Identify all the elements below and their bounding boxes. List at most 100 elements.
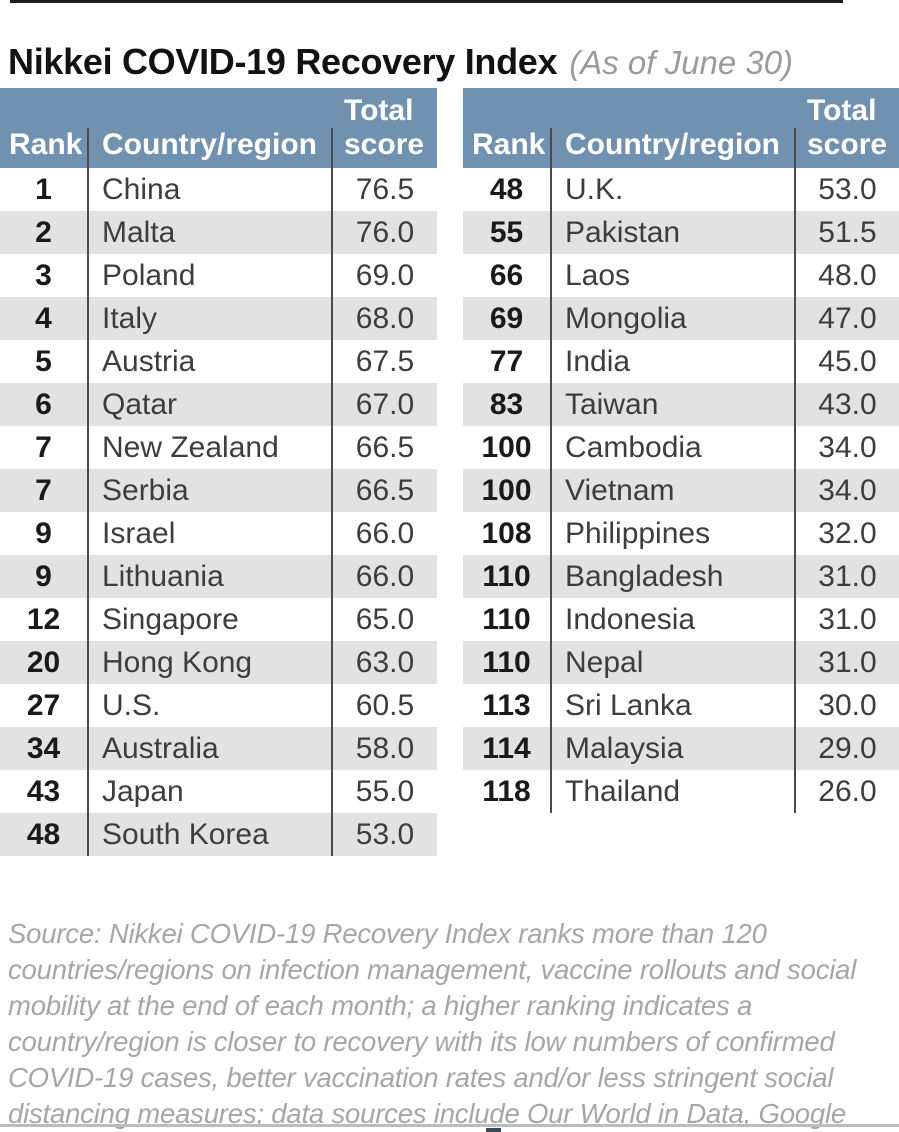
table-row: 69 Mongolia 47.0 bbox=[463, 297, 899, 340]
header-total-score: Total score bbox=[344, 94, 425, 161]
country-cell: Singapore bbox=[87, 598, 333, 641]
table-row: 7 Serbia 66.5 bbox=[0, 469, 437, 512]
score-cell: 43.0 bbox=[818, 387, 877, 421]
score-cell: 67.0 bbox=[355, 387, 415, 421]
table-row: 113 Sri Lanka 30.0 bbox=[463, 684, 899, 727]
rank-cell: 110 bbox=[482, 559, 531, 593]
table-row: 110 Indonesia 31.0 bbox=[463, 598, 899, 641]
country-cell: Israel bbox=[87, 512, 333, 555]
country-cell: Sri Lanka bbox=[550, 684, 796, 727]
table-row: 110 Bangladesh 31.0 bbox=[463, 555, 899, 598]
score-cell: 31.0 bbox=[818, 645, 877, 679]
score-cell: 66.5 bbox=[355, 473, 415, 507]
score-cell: 31.0 bbox=[818, 602, 877, 636]
country-cell: Bangladesh bbox=[550, 555, 796, 598]
rank-cell: 108 bbox=[481, 516, 532, 550]
score-cell: 29.0 bbox=[818, 731, 877, 765]
rank-cell: 110 bbox=[482, 645, 531, 679]
rank-cell: 7 bbox=[35, 430, 52, 464]
page-title-text: Nikkei COVID-19 Recovery Index bbox=[8, 41, 558, 83]
rank-cell: 66 bbox=[489, 258, 524, 292]
table-row: 9 Lithuania 66.0 bbox=[0, 555, 437, 598]
country-cell: Vietnam bbox=[550, 469, 796, 512]
rank-cell: 114 bbox=[482, 731, 531, 765]
score-cell: 67.5 bbox=[355, 344, 415, 378]
country-cell: Malta bbox=[87, 211, 333, 254]
rank-cell: 1 bbox=[35, 172, 52, 206]
table-row: 66 Laos 48.0 bbox=[463, 254, 899, 297]
rank-cell: 100 bbox=[481, 473, 532, 507]
rank-cell: 2 bbox=[35, 215, 52, 249]
table-row: 3 Poland 69.0 bbox=[0, 254, 437, 297]
country-cell: Lithuania bbox=[87, 555, 333, 598]
country-cell: Cambodia bbox=[550, 426, 796, 469]
score-cell: 68.0 bbox=[355, 301, 415, 335]
rank-cell: 100 bbox=[481, 430, 532, 464]
table-row: 114 Malaysia 29.0 bbox=[463, 727, 899, 770]
rank-cell: 5 bbox=[35, 344, 52, 378]
table-row: 4 Italy 68.0 bbox=[0, 297, 437, 340]
country-cell: Serbia bbox=[87, 469, 333, 512]
score-cell: 65.0 bbox=[355, 602, 415, 636]
cropped-logo-mark bbox=[486, 1128, 501, 1132]
table-row: 2 Malta 76.0 bbox=[0, 211, 437, 254]
table-row: 77 India 45.0 bbox=[463, 340, 899, 383]
score-cell: 55.0 bbox=[355, 774, 415, 808]
country-cell: U.S. bbox=[87, 684, 333, 727]
country-cell: Philippines bbox=[550, 512, 796, 555]
rank-cell: 9 bbox=[35, 516, 52, 550]
country-cell: China bbox=[87, 168, 333, 211]
rank-cell: 6 bbox=[35, 387, 52, 421]
rank-cell: 27 bbox=[26, 688, 61, 722]
country-cell: Japan bbox=[87, 770, 333, 813]
country-cell: Nepal bbox=[550, 641, 796, 684]
table-row: 100 Vietnam 34.0 bbox=[463, 469, 899, 512]
table-row: 27 U.S. 60.5 bbox=[0, 684, 437, 727]
country-cell: India bbox=[550, 340, 796, 383]
ranking-table-left: Rank Country/region Total score 1 China … bbox=[0, 88, 437, 856]
table-row: 43 Japan 55.0 bbox=[0, 770, 437, 813]
score-cell: 76.5 bbox=[355, 172, 415, 206]
country-cell: Qatar bbox=[87, 383, 333, 426]
score-cell: 30.0 bbox=[818, 688, 877, 722]
rank-cell: 110 bbox=[482, 602, 531, 636]
score-cell: 60.5 bbox=[355, 688, 415, 722]
header-rank: Rank bbox=[9, 128, 83, 161]
table-row: 48 South Korea 53.0 bbox=[0, 813, 437, 856]
header-rank: Rank bbox=[472, 128, 546, 161]
rank-cell: 4 bbox=[35, 301, 52, 335]
table-row: 100 Cambodia 34.0 bbox=[463, 426, 899, 469]
table-row: 108 Philippines 32.0 bbox=[463, 512, 899, 555]
rank-cell: 83 bbox=[489, 387, 524, 421]
rank-cell: 118 bbox=[482, 774, 531, 808]
table-row: 7 New Zealand 66.5 bbox=[0, 426, 437, 469]
page-title: Nikkei COVID-19 Recovery Index (As of Jun… bbox=[8, 36, 888, 89]
header-country-region: Country/region bbox=[87, 128, 333, 168]
rank-cell: 77 bbox=[489, 344, 524, 378]
score-cell: 66.5 bbox=[355, 430, 415, 464]
country-cell: Hong Kong bbox=[87, 641, 333, 684]
score-cell: 34.0 bbox=[818, 430, 877, 464]
rank-cell: 7 bbox=[35, 473, 52, 507]
table-row: 9 Israel 66.0 bbox=[0, 512, 437, 555]
table-row: 12 Singapore 65.0 bbox=[0, 598, 437, 641]
rank-cell: 113 bbox=[482, 688, 531, 722]
rank-cell: 20 bbox=[26, 645, 61, 679]
title-date-note: (As of June 30) bbox=[569, 44, 794, 82]
country-cell: U.K. bbox=[550, 168, 796, 211]
score-cell: 45.0 bbox=[818, 344, 877, 378]
country-cell: Mongolia bbox=[550, 297, 796, 340]
table-row: 20 Hong Kong 63.0 bbox=[0, 641, 437, 684]
country-cell: Thailand bbox=[550, 770, 796, 813]
table-row: 48 U.K. 53.0 bbox=[463, 168, 899, 211]
header-country-region: Country/region bbox=[550, 128, 796, 168]
table-row: 110 Nepal 31.0 bbox=[463, 641, 899, 684]
rank-cell: 12 bbox=[26, 602, 61, 636]
country-cell: Poland bbox=[87, 254, 333, 297]
country-cell: Taiwan bbox=[550, 383, 796, 426]
rank-cell: 34 bbox=[26, 731, 61, 765]
rank-cell: 48 bbox=[26, 817, 61, 851]
score-cell: 63.0 bbox=[355, 645, 415, 679]
table-row: 34 Australia 58.0 bbox=[0, 727, 437, 770]
